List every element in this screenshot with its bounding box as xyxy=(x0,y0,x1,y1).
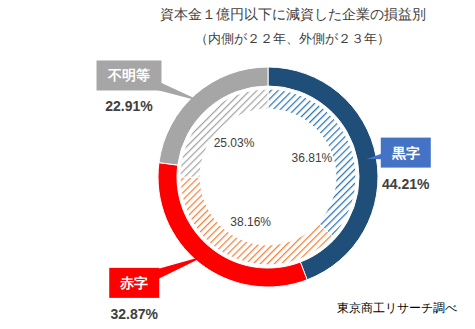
html-text:東京商工リサーチ調べ: 東京商工リサーチ調べ xyxy=(337,301,457,315)
svg-text:赤字: 赤字 xyxy=(119,275,148,291)
svg-text:不明等: 不明等 xyxy=(107,67,150,83)
svg-text:25.03%: 25.03% xyxy=(214,136,255,150)
svg-text:22.91%: 22.91% xyxy=(105,98,153,114)
svg-text:36.81%: 36.81% xyxy=(292,151,333,165)
svg-text:黒字: 黒字 xyxy=(391,145,420,161)
svg-text:38.16%: 38.16% xyxy=(230,215,271,229)
svg-text:32.87%: 32.87% xyxy=(111,306,159,322)
html-text:（内側が２２年、外側が２３年）: （内側が２２年、外側が２３年） xyxy=(195,31,390,46)
svg-text:44.21%: 44.21% xyxy=(382,176,430,192)
html-text:資本金１億円以下に減資した企業の損益別: 資本金１億円以下に減資した企業の損益別 xyxy=(159,6,426,22)
